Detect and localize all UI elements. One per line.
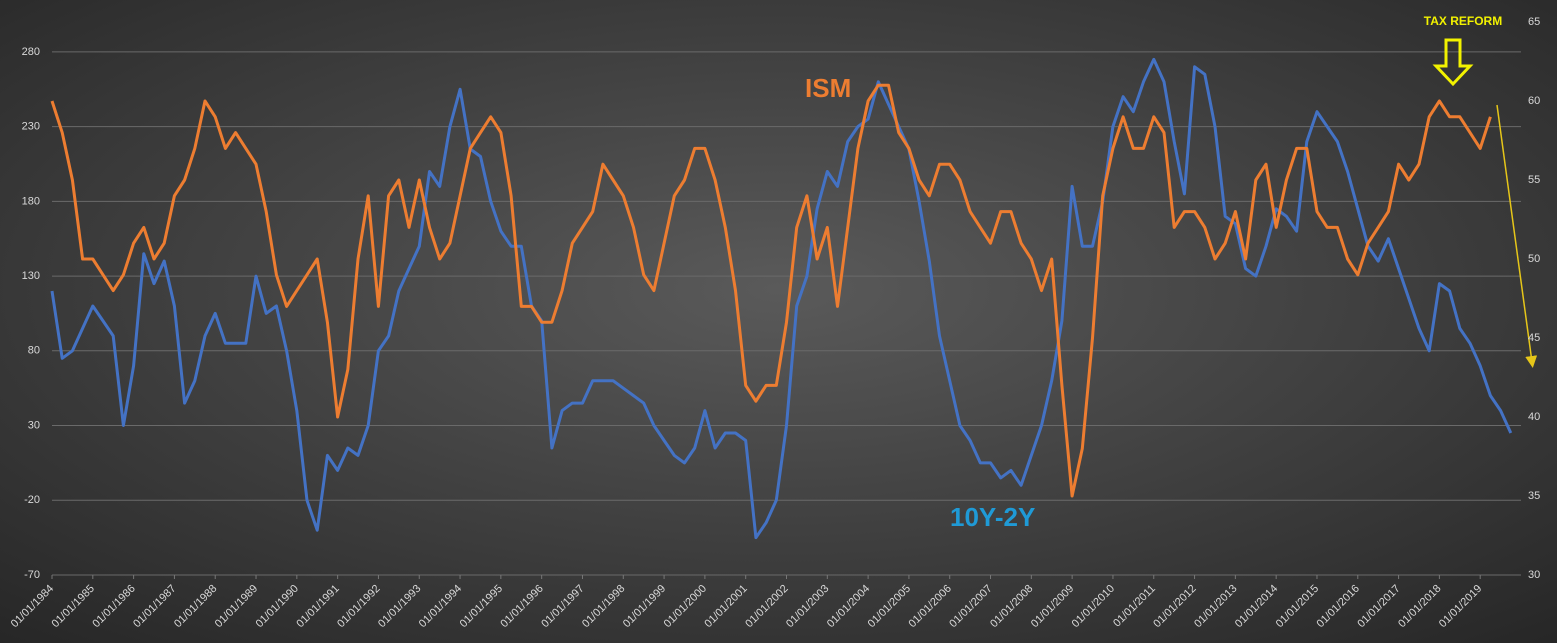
y2-tick-label: 35 [1528,490,1540,502]
y2-tick-label: 50 [1528,253,1540,265]
y-tick-label: -70 [24,569,40,581]
y2-tick-label: 45 [1528,332,1540,344]
y-tick-label: 130 [22,270,40,282]
y-tick-label: -20 [24,494,40,506]
trend-arrow [1496,104,1538,368]
series-line [50,57,1513,540]
tax-reform-arrow [1432,38,1474,87]
tax-reform-label: TAX REFORM [1424,14,1502,28]
ism-label: ISM [805,73,851,103]
spread-label: 10Y-2Y [950,502,1035,532]
series-line [50,83,1492,498]
y2-tick-label: 55 [1528,174,1540,186]
y-tick-label: 180 [22,195,40,207]
y2-tick-label: 40 [1528,411,1540,423]
y-tick-label: 80 [28,345,40,357]
lines [50,57,1513,540]
y-tick-label: 230 [22,121,40,133]
y2-tick-label: 60 [1528,95,1540,107]
y-tick-label: 280 [22,46,40,58]
y-tick-label: 30 [28,419,40,431]
y2-tick-label: 30 [1528,569,1540,581]
y2-tick-label: 65 [1528,16,1540,28]
